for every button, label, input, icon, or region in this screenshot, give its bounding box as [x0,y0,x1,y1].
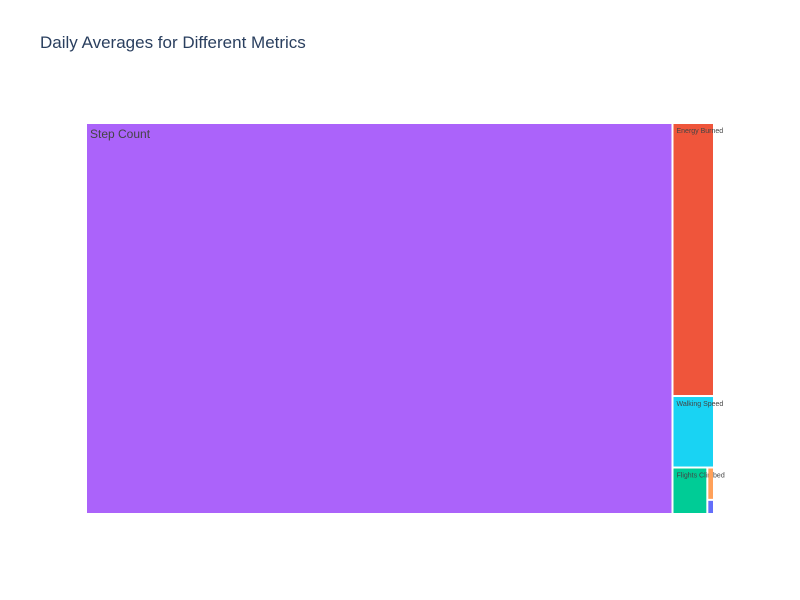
treemap-tile-walking-speed[interactable]: Walking Speed [673,397,723,467]
treemap-tile-rect[interactable] [708,500,713,513]
treemap-tile-energy-burned[interactable]: Energy Burned [673,124,723,396]
treemap-tile-label: Flights Climbed [676,473,724,480]
treemap-tile-unlabeled-5[interactable] [708,500,713,513]
chart-title: Daily Averages for Different Metrics [40,33,306,52]
treemap-tile-flights-climbed[interactable]: Flights Climbed [673,468,725,513]
treemap-tile-label: Energy Burned [676,128,723,135]
treemap-tile-rect[interactable] [708,468,713,499]
treemap-tile-step-count[interactable]: Step Count [87,124,672,513]
treemap-tile-rect[interactable] [673,468,707,513]
treemap-tile-rect[interactable] [673,397,713,467]
treemap-tile-unlabeled-4[interactable] [708,468,713,499]
treemap-tile-rect[interactable] [87,124,672,513]
treemap-tile-label: Walking Speed [676,401,723,408]
treemap-tile-rect[interactable] [673,124,713,396]
treemap-tile-label: Step Count [90,127,151,141]
